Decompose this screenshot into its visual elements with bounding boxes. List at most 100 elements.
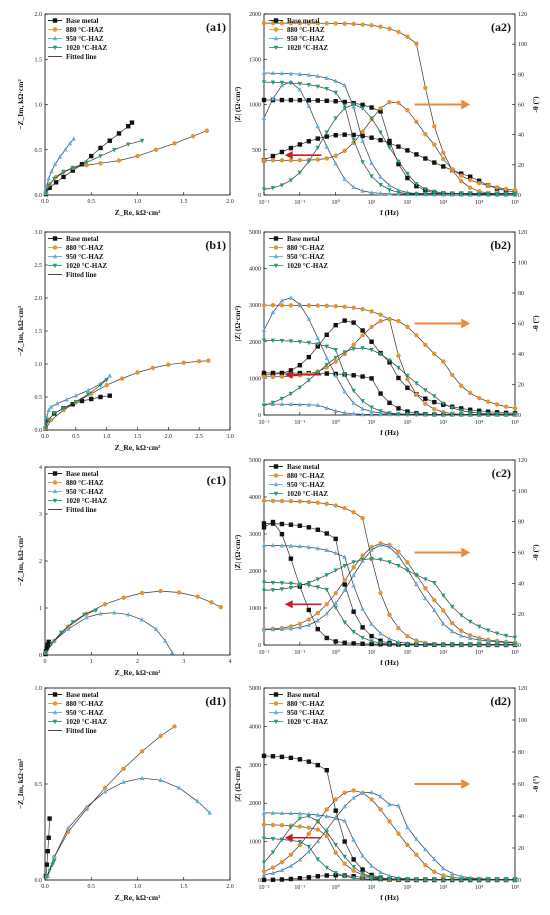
phase-point [342,176,347,181]
modulus-point [450,642,455,648]
phase-curve [263,558,516,638]
phase-point [306,316,312,321]
modulus-point [261,580,267,586]
x-tick-label: 3.0 [226,434,234,440]
modulus-point [423,401,428,406]
phase-point [306,354,312,360]
y2-tick-label: 40 [518,814,524,820]
phase-point [342,564,347,569]
phase-point [450,877,455,883]
phase-point [485,628,491,633]
phase-point [288,863,294,868]
legend-label: 1020 °C-HAZ [66,262,107,270]
phase-point [396,564,401,569]
phase-point [270,153,276,159]
phase-point [369,874,374,880]
x-axis-label: Z_Re, kΩ·cm² [115,668,162,677]
x-tick-label: 10⁻¹ [294,885,305,891]
modulus-point [378,182,383,188]
phase-point [459,873,464,879]
phase-point [494,402,500,407]
modulus-point [315,98,320,103]
modulus-point [288,581,294,587]
phase-point [261,588,267,594]
x-tick-label: 2.5 [195,434,203,440]
modulus-point [494,642,500,648]
modulus-point [351,21,356,27]
modulus-point [261,542,267,548]
legend-marker [52,18,58,23]
modulus-point [342,410,347,415]
phase-point [369,556,374,562]
y2-tick-label: 60 [518,103,524,109]
phase-point [270,519,276,525]
modulus-point [396,406,401,411]
legend-marker [52,236,58,241]
x-tick-label: 10⁵ [511,420,519,426]
phase-point [333,639,338,644]
y-tick-label: 4 [39,465,42,471]
phase-point [333,116,338,121]
phase-point [279,587,285,592]
phase-point [503,404,509,409]
phase-point [414,852,419,857]
y2-tick-label: 100 [518,718,527,724]
modulus-point [333,347,338,353]
data-point [44,862,50,867]
modulus-point [333,304,338,309]
data-point [45,418,51,423]
phase-point [351,184,356,190]
modulus-point [261,70,267,75]
phase-point [476,411,482,416]
data-point [107,138,112,143]
phase-point [351,102,356,108]
y-tick-label: 1.0 [35,362,43,368]
modulus-point [396,642,401,648]
modulus-point [423,85,428,91]
y-tick-label: 4000 [249,724,261,730]
modulus-point [279,97,285,103]
phase-point [369,547,374,552]
phase-point [476,624,482,630]
modulus-point [297,543,303,549]
fitted-line [45,140,143,194]
data-point [61,170,66,175]
y2-tick-label: 60 [518,551,524,557]
modulus-point [270,338,276,344]
data-point [169,650,175,655]
phase-point [324,610,329,616]
modulus-point [333,408,338,413]
phase-point [378,106,383,111]
modulus-point [288,71,294,76]
phase-point [279,158,285,163]
modulus-point [432,642,437,648]
phase-point [405,148,410,153]
modulus-point [360,160,365,165]
data-point [55,401,60,406]
data-point [190,133,196,139]
y2-axis-label: -θ (°) [531,315,540,332]
data-point [65,825,71,830]
phase-point [423,396,428,401]
modulus-point [270,542,276,548]
phase-point [324,573,329,578]
data-point [129,120,135,125]
modulus-point [270,80,276,85]
modulus-point [414,392,419,397]
y-tick-label: 5000 [249,686,261,692]
modulus-point [441,642,446,648]
modulus-point [378,641,383,646]
phase-point [360,871,365,877]
phase-point [450,620,455,626]
phase-point [306,831,312,836]
modulus-point [261,80,267,85]
phase-point [333,322,338,328]
phase-point [432,189,437,195]
phase-point [405,877,410,882]
modulus-point [288,498,294,504]
modulus-point [306,844,312,850]
phase-point [459,628,464,633]
phase-point [423,187,428,192]
phase-point [261,374,267,380]
x-tick-label: 0.5 [88,884,96,890]
